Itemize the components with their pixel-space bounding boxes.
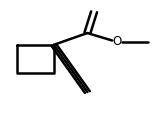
Text: O: O — [112, 35, 121, 48]
